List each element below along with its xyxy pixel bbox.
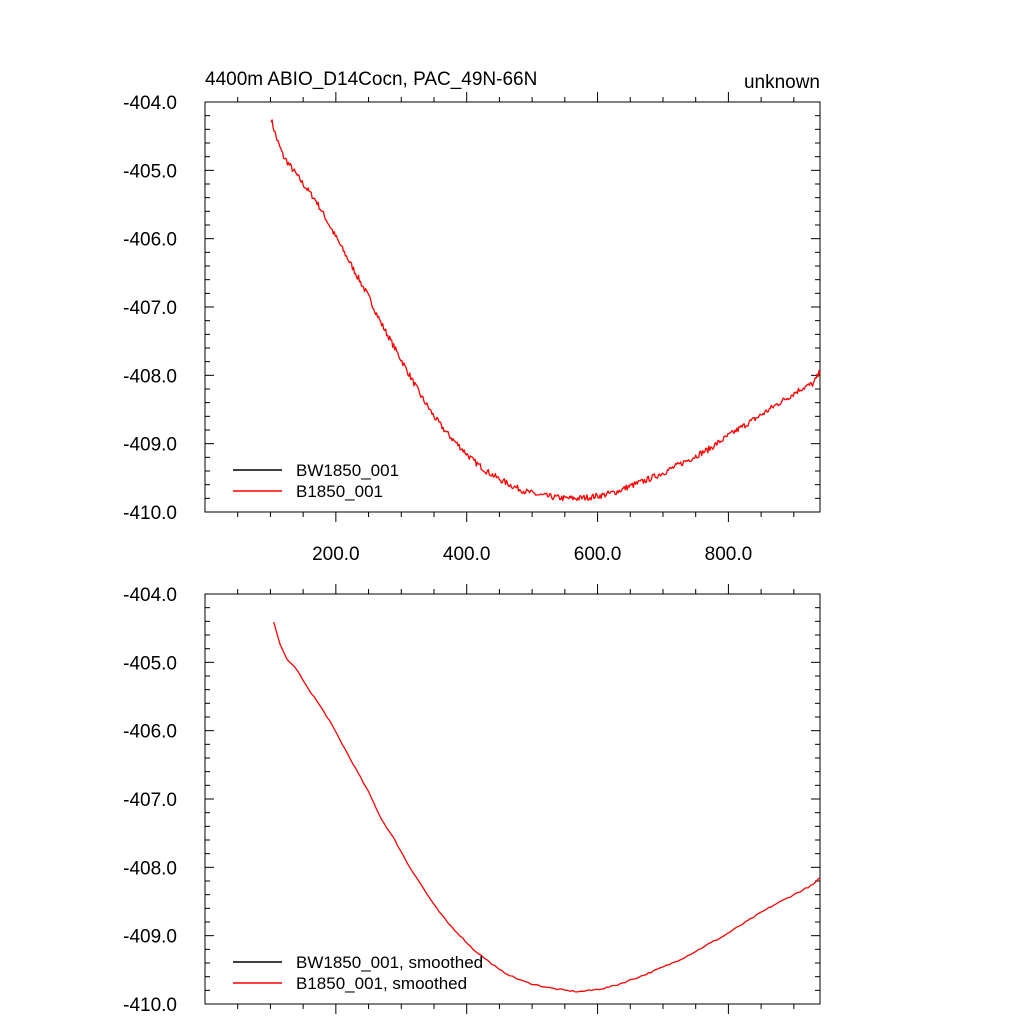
y-tick-labels-bottom: -404.0 -405.0 -406.0 -407.0 -408.0 -409.0 -410… xyxy=(123,585,177,1016)
y-tick-label: -410.0 xyxy=(123,995,177,1016)
x-tick-label: 600.0 xyxy=(574,544,622,565)
y-tick-label: -404.0 xyxy=(123,585,177,606)
axis-ticks-top xyxy=(205,92,820,522)
y-tick-label: -406.0 xyxy=(123,722,177,743)
series-lines-top xyxy=(270,119,821,502)
x-tick-label: 200.0 xyxy=(312,544,360,565)
legend-label-bw1850-smoothed: BW1850_001, smoothed xyxy=(296,953,483,972)
y-tick-label: -407.0 xyxy=(123,298,177,319)
series-line-b1850-001 xyxy=(270,119,821,502)
legend-top: BW1850_001 B1850_001 xyxy=(233,461,399,501)
legend-label-bw1850: BW1850_001 xyxy=(296,461,399,480)
y-tick-label: -406.0 xyxy=(123,230,177,251)
y-tick-labels-top: -404.0 -405.0 -406.0 -407.0 -408.0 -409.0 -410… xyxy=(123,93,177,524)
x-tick-label: 400.0 xyxy=(443,544,491,565)
y-tick-label: -405.0 xyxy=(123,653,177,674)
axis-ticks-bottom xyxy=(205,584,820,1014)
y-tick-label: -408.0 xyxy=(123,366,177,387)
x-tick-labels-top: 200.0 400.0 600.0 800.0 xyxy=(312,544,752,565)
y-tick-label: -409.0 xyxy=(123,435,177,456)
series-lines-bottom xyxy=(273,621,821,993)
y-tick-label: -404.0 xyxy=(123,93,177,114)
y-tick-label: -407.0 xyxy=(123,790,177,811)
y-tick-label: -409.0 xyxy=(123,927,177,948)
plot-frame-top xyxy=(204,101,821,513)
chart-title: 4400m ABIO_D14Cocn, PAC_49N-66N xyxy=(205,69,537,90)
plot-frame-bottom xyxy=(204,593,821,1005)
y-tick-label: -405.0 xyxy=(123,161,177,182)
legend-bottom: BW1850_001, smoothed B1850_001, smoothed xyxy=(233,953,483,993)
legend-label-b1850: B1850_001 xyxy=(296,482,383,501)
x-tick-label: 800.0 xyxy=(705,544,753,565)
legend-label-b1850-smoothed: B1850_001, smoothed xyxy=(296,974,467,993)
series-line-b1850-001-smoothed xyxy=(273,621,821,993)
bottom-panel: -404.0 -405.0 -406.0 -407.0 -408.0 -409.0 -410… xyxy=(123,584,821,1016)
top-panel: 4400m ABIO_D14Cocn, PAC_49N-66N unknown … xyxy=(123,69,821,565)
y-tick-label: -410.0 xyxy=(123,503,177,524)
y-tick-label: -408.0 xyxy=(123,858,177,879)
chart-right-title: unknown xyxy=(744,72,820,93)
